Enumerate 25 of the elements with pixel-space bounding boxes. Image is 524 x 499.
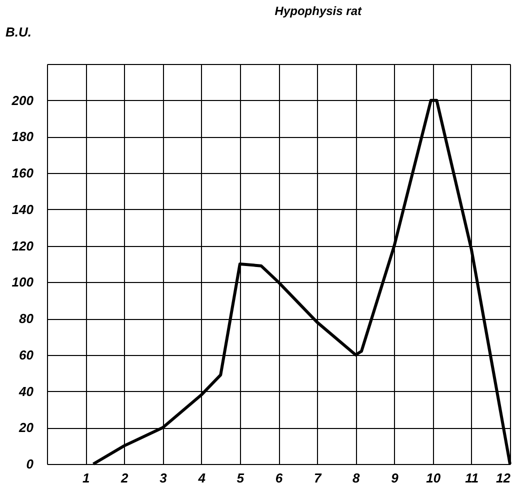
y-tick-label: 40 — [18, 384, 34, 399]
y-tick-label: 140 — [12, 202, 34, 217]
y-tick-label: 160 — [12, 166, 34, 181]
x-tick-label: 12 — [496, 470, 512, 486]
x-tick-label: 8 — [352, 470, 361, 486]
x-tick-label: 4 — [197, 470, 206, 486]
y-tick-label: 0 — [26, 456, 34, 472]
x-tick-label: 10 — [426, 470, 442, 486]
x-tick-label: 7 — [314, 470, 322, 486]
x-tick-label: 11 — [465, 470, 479, 486]
y-tick-label: 60 — [19, 347, 34, 362]
y-tick-label: 100 — [12, 274, 34, 290]
y-tick-label: 120 — [12, 238, 34, 254]
y-tick-label: 20 — [18, 420, 34, 436]
x-tick-label: 1 — [82, 470, 90, 486]
y-tick-label: 200 — [10, 92, 34, 108]
y-axis-title: B.U. — [6, 24, 32, 40]
x-tick-label: 6 — [275, 470, 284, 486]
x-tick-label: 9 — [391, 470, 400, 486]
x-tick-label: 2 — [120, 470, 130, 486]
y-tick-label: 180 — [12, 129, 34, 144]
x-tick-label: 5 — [236, 470, 245, 486]
y-tick-label: 80 — [19, 311, 34, 326]
chart-title: Hypophysis rat — [274, 4, 362, 18]
x-tick-label: 3 — [160, 470, 168, 486]
